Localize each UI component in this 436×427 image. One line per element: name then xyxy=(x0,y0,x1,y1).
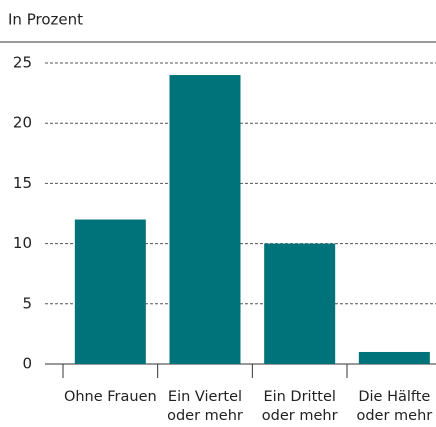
x-tick-label: Ein Viertel oder mehr xyxy=(167,389,243,424)
y-tick-label: 0 xyxy=(22,355,32,373)
x-tick-label: Ein Drittel oder mehr xyxy=(261,389,338,424)
y-tick-label: 20 xyxy=(13,114,32,132)
y-tick-label: 10 xyxy=(13,234,32,252)
bar xyxy=(264,243,336,364)
x-tick-label: Ohne Frauen xyxy=(63,389,157,405)
x-tick-label: Die Hälfte oder mehr xyxy=(356,389,433,424)
y-axis-label: In Prozent xyxy=(8,11,83,29)
bar xyxy=(74,219,146,364)
bar xyxy=(169,75,241,364)
y-tick-label: 5 xyxy=(22,294,32,312)
y-tick-label: 25 xyxy=(13,54,32,72)
y-tick-label: 15 xyxy=(13,174,32,192)
bar xyxy=(358,351,430,364)
